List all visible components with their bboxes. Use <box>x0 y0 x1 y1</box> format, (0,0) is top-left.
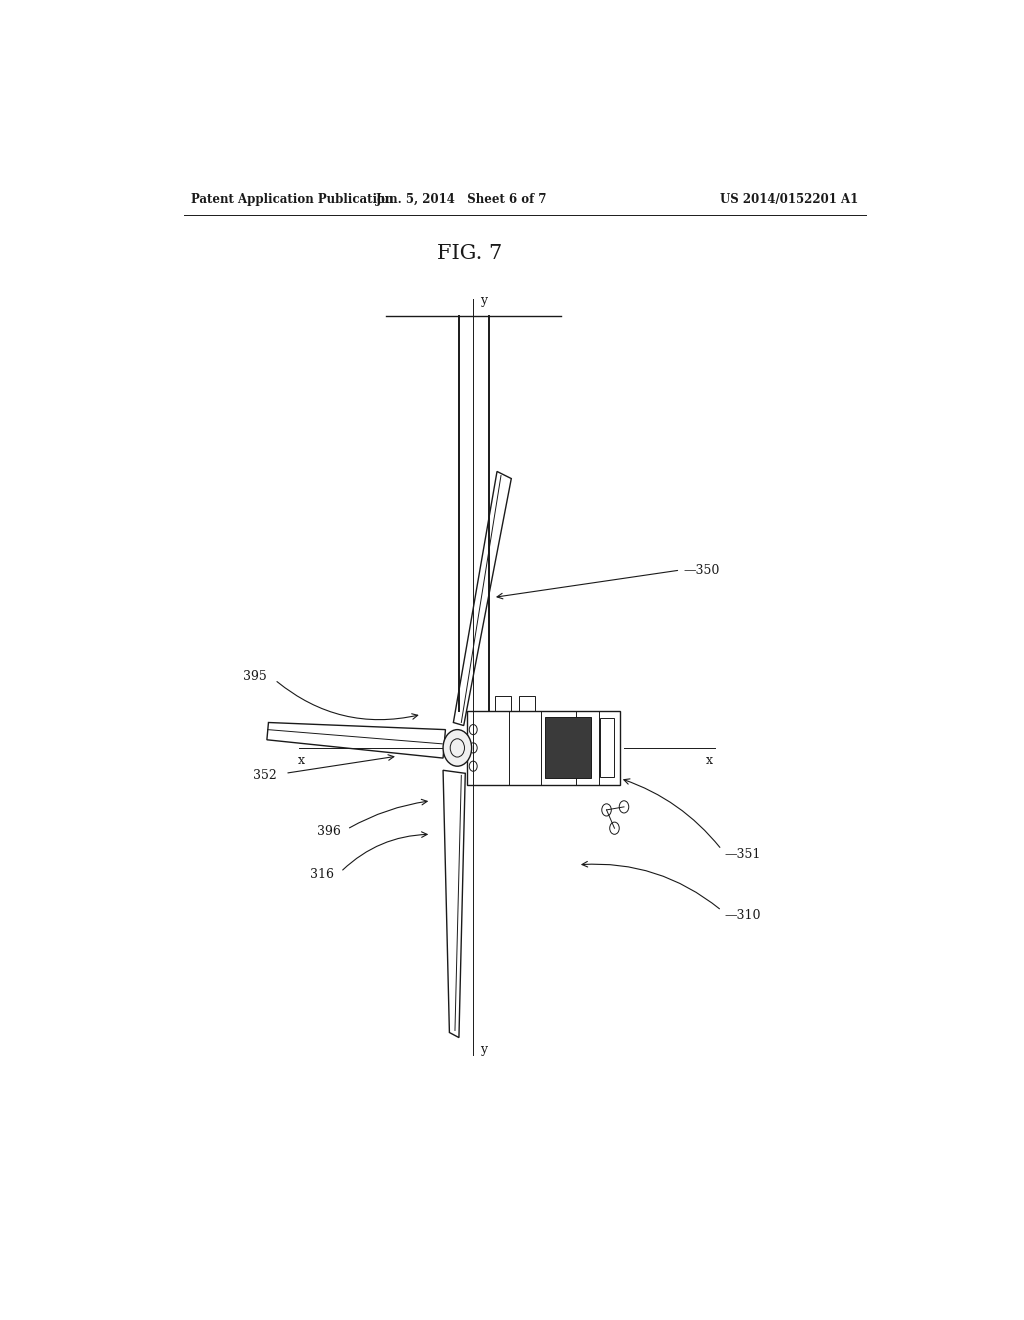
Text: Patent Application Publication: Patent Application Publication <box>191 193 394 206</box>
Text: 352: 352 <box>254 768 278 781</box>
Text: Jun. 5, 2014   Sheet 6 of 7: Jun. 5, 2014 Sheet 6 of 7 <box>376 193 547 206</box>
Text: y: y <box>479 294 486 308</box>
Text: FIG. 7: FIG. 7 <box>436 244 502 264</box>
Text: —310: —310 <box>725 909 761 923</box>
Polygon shape <box>545 718 591 779</box>
Text: 316: 316 <box>310 869 334 882</box>
Text: —350: —350 <box>684 564 720 577</box>
Text: x: x <box>298 754 304 767</box>
Text: 396: 396 <box>316 825 341 838</box>
Text: —351: —351 <box>725 849 761 861</box>
Text: 395: 395 <box>243 671 267 684</box>
Text: x: x <box>707 754 713 767</box>
Circle shape <box>443 730 472 766</box>
Text: y: y <box>479 1043 486 1056</box>
Text: US 2014/0152201 A1: US 2014/0152201 A1 <box>720 193 858 206</box>
